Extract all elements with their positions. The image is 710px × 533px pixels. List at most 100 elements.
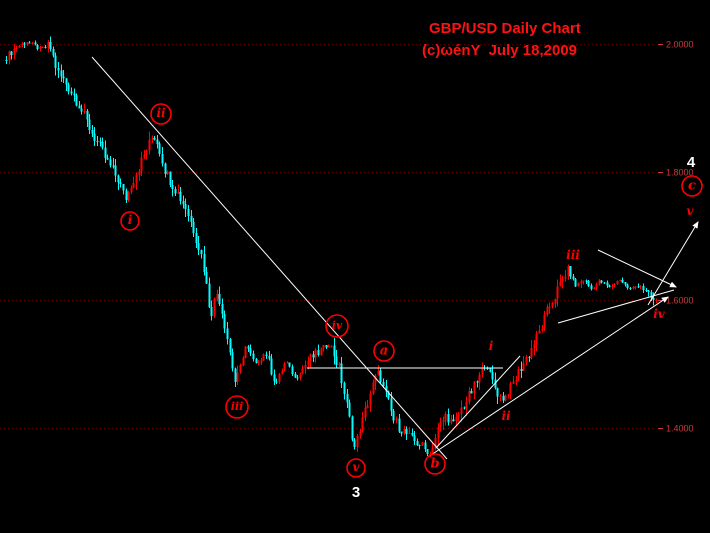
candle-body [229,339,232,353]
candle-body [177,192,180,194]
candle-body [405,428,408,434]
candle-body [379,370,382,383]
candle-body [452,419,455,422]
candle-body [57,68,60,71]
candle-body [15,47,18,49]
candle-body [26,42,29,45]
candle-body [13,48,16,55]
candle-body [616,280,619,284]
candle-body [353,439,356,448]
wave-circle [681,175,703,197]
candle-body [647,290,650,293]
candle-body [632,287,635,289]
candle-body [153,138,156,140]
candle-body [255,358,258,364]
candle-body [299,374,302,379]
wave-circle [346,458,366,478]
candle-body [288,362,291,367]
candle-body [86,110,89,120]
candle-body [556,286,559,299]
trendline [91,56,448,460]
candle-body [637,286,640,288]
candle-body [164,163,167,174]
candle-body [179,192,182,201]
wave-label: iv [653,307,666,321]
candle-body [455,417,458,422]
candle-body [613,283,616,286]
candle-body [593,288,596,290]
candle-body [369,393,372,406]
candle-body [416,441,419,445]
candle-body [437,427,440,438]
trendline [435,355,521,449]
candle-body [192,221,195,234]
trend-arrow [647,221,699,306]
candle-body [158,143,161,155]
candle-body [478,374,481,383]
candle-body [145,150,148,155]
candle-body [551,303,554,307]
candle-body [210,306,213,316]
candlesticks [5,36,658,457]
price-axis-label: 2.0000 [666,40,694,50]
candle-body [174,188,177,194]
candle-body [421,442,424,446]
candle-body [603,282,606,284]
candle-body [554,298,557,304]
candle-body [75,95,78,106]
candle-body [65,78,68,85]
wave-degree-label: 4 [687,154,696,171]
candle-body [122,184,125,191]
candle-body [372,382,375,394]
candle-body [517,368,520,380]
candle-body [491,372,494,380]
candle-body [515,379,518,382]
candle-body [91,129,94,134]
candle-body [608,285,611,287]
candle-body [156,139,159,144]
candle-body [468,390,471,402]
candle-body [322,345,325,349]
candle-body [39,46,42,49]
candle-body [49,42,52,49]
candle-body [569,266,572,277]
candle-body [460,407,463,415]
candle-body [619,279,622,281]
candle-body [216,293,219,300]
candle-body [47,42,50,48]
chart-subtitle: (c)ωénY July 18,2009 [422,42,577,59]
candle-body [195,233,198,243]
candle-body [309,354,312,361]
candle-body [567,266,570,277]
candle-body [642,286,645,290]
candle-body [509,383,512,395]
candle-body [577,282,580,287]
candle-body [512,381,515,384]
candle-body [439,422,442,427]
candle-body [400,431,403,434]
candle-body [387,391,390,399]
candle-body [286,362,289,364]
candle-body [652,297,655,301]
candle-body [273,374,276,382]
wave-label-circled: iii [231,400,244,413]
candle-body [135,174,138,183]
candle-body [431,448,434,454]
candle-body [171,185,174,189]
candle-body [60,70,63,77]
candle-body [317,350,320,355]
candle-body [424,442,427,449]
candle-body [590,285,593,290]
wave-label-circled: a [380,344,388,359]
candle-body [5,60,8,61]
candle-body [41,46,44,48]
trendlines [91,56,699,460]
candle-body [54,55,57,68]
candle-body [382,382,385,386]
candle-body [470,390,473,394]
candle-body [127,192,130,201]
candle-body [275,381,278,383]
candle-body [294,374,297,378]
candle-body [88,119,91,130]
